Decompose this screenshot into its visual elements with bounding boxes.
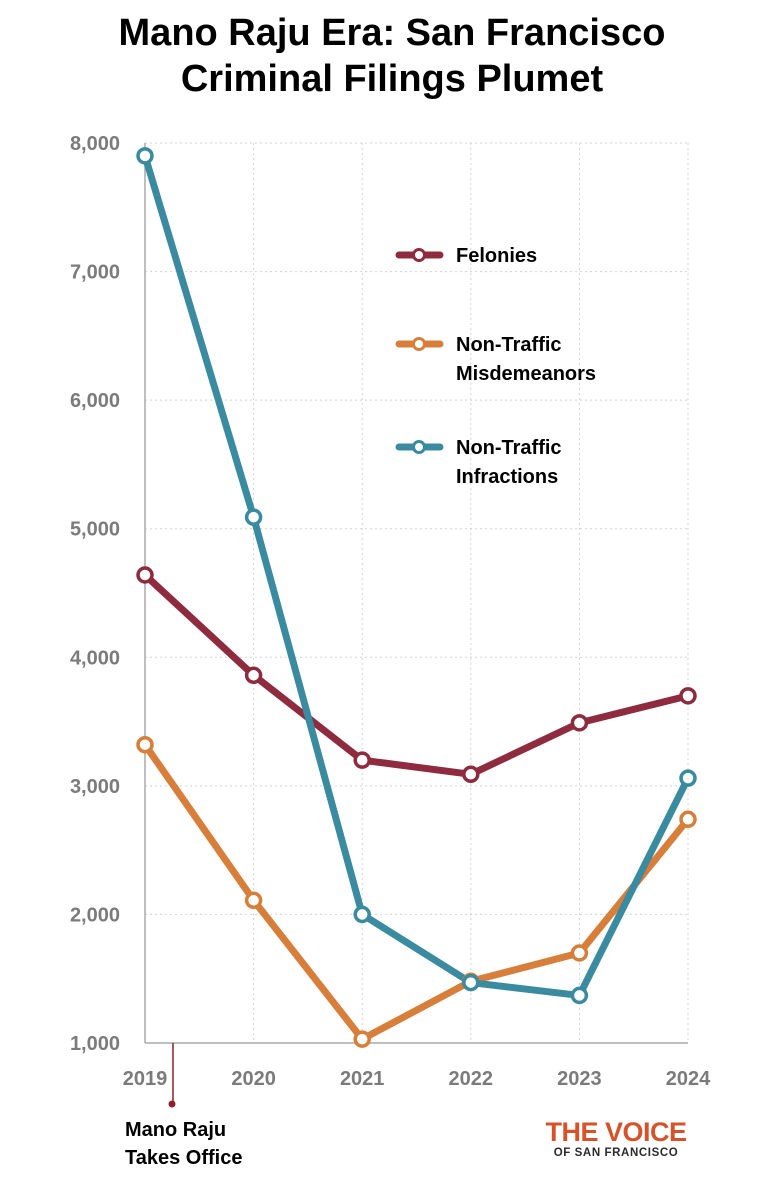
y-tick-label: 8,000: [70, 133, 120, 155]
legend-label-non-traffic-infractions: Non-Traffic: [456, 437, 562, 459]
data-point-non-traffic-infractions-2020: [244, 508, 263, 526]
data-point-non-traffic-infractions-2021: [353, 905, 371, 924]
data-point-non-traffic-infractions-2024: [679, 769, 697, 787]
data-point-non-traffic-infractions-2019: [136, 147, 154, 165]
data-point-non-traffic-misdemeanors-2020: [244, 891, 263, 910]
data-point-non-traffic-infractions-2023: [570, 986, 589, 1005]
y-tick-label: 7,000: [70, 262, 120, 284]
legend-label-non-traffic-misdemeanors: Non-Traffic: [456, 334, 562, 356]
x-tick-label: 2019: [123, 1068, 168, 1090]
brand-logo-top: THE VOICE: [545, 1117, 687, 1147]
legend-marker-felonies: [412, 248, 426, 262]
x-tick-label: 2024: [666, 1068, 711, 1090]
series-line-non-traffic-infractions: [141, 152, 692, 999]
data-point-felonies-2021: [353, 751, 371, 769]
data-point-felonies-2020: [244, 666, 263, 685]
legend-label-non-traffic-misdemeanors: Misdemeanors: [456, 363, 596, 385]
y-tick-label: 2,000: [70, 904, 120, 926]
y-tick-label: 3,000: [70, 776, 120, 798]
legend-marker-non-traffic-infractions: [412, 440, 426, 454]
data-point-non-traffic-misdemeanors-2023: [570, 944, 589, 962]
data-point-felonies-2022: [462, 765, 480, 784]
data-point-felonies-2023: [570, 714, 589, 732]
y-tick-label: 6,000: [70, 390, 120, 412]
data-point-felonies-2024: [679, 687, 697, 705]
data-point-non-traffic-misdemeanors-2019: [136, 735, 154, 754]
y-tick-label: 1,000: [70, 1033, 120, 1055]
x-tick-label: 2022: [449, 1068, 494, 1090]
chart-title: Mano Raju Era: San Francisco Criminal Fi…: [0, 10, 784, 102]
annotation-label: Mano Raju: [125, 1119, 226, 1141]
x-tick-label: 2023: [557, 1068, 602, 1090]
legend-marker-non-traffic-misdemeanors: [412, 337, 426, 351]
legend-label-felonies: Felonies: [456, 245, 537, 267]
data-point-non-traffic-misdemeanors-2021: [353, 1030, 371, 1048]
chart-title-line-1: Mano Raju Era: San Francisco: [118, 12, 666, 54]
annotation-dot: [168, 1100, 176, 1108]
series-line-felonies: [141, 571, 692, 778]
annotation-label: Takes Office: [125, 1147, 242, 1169]
x-tick-label: 2021: [340, 1068, 385, 1090]
data-point-non-traffic-misdemeanors-2024: [679, 810, 697, 829]
x-tick-label: 2020: [231, 1068, 276, 1090]
brand-logo: THE VOICE OF SAN FRANCISCO: [540, 1118, 692, 1160]
data-point-non-traffic-infractions-2022: [462, 973, 480, 992]
y-tick-label: 5,000: [70, 519, 120, 541]
series-line-non-traffic-misdemeanors: [141, 741, 692, 1043]
chart-title-line-2: Criminal Filings Plumet: [180, 58, 604, 100]
y-tick-label: 4,000: [70, 647, 120, 669]
data-point-felonies-2019: [136, 566, 154, 584]
legend-label-non-traffic-infractions: Infractions: [456, 466, 558, 488]
brand-logo-bottom: OF SAN FRANCISCO: [553, 1147, 679, 1159]
